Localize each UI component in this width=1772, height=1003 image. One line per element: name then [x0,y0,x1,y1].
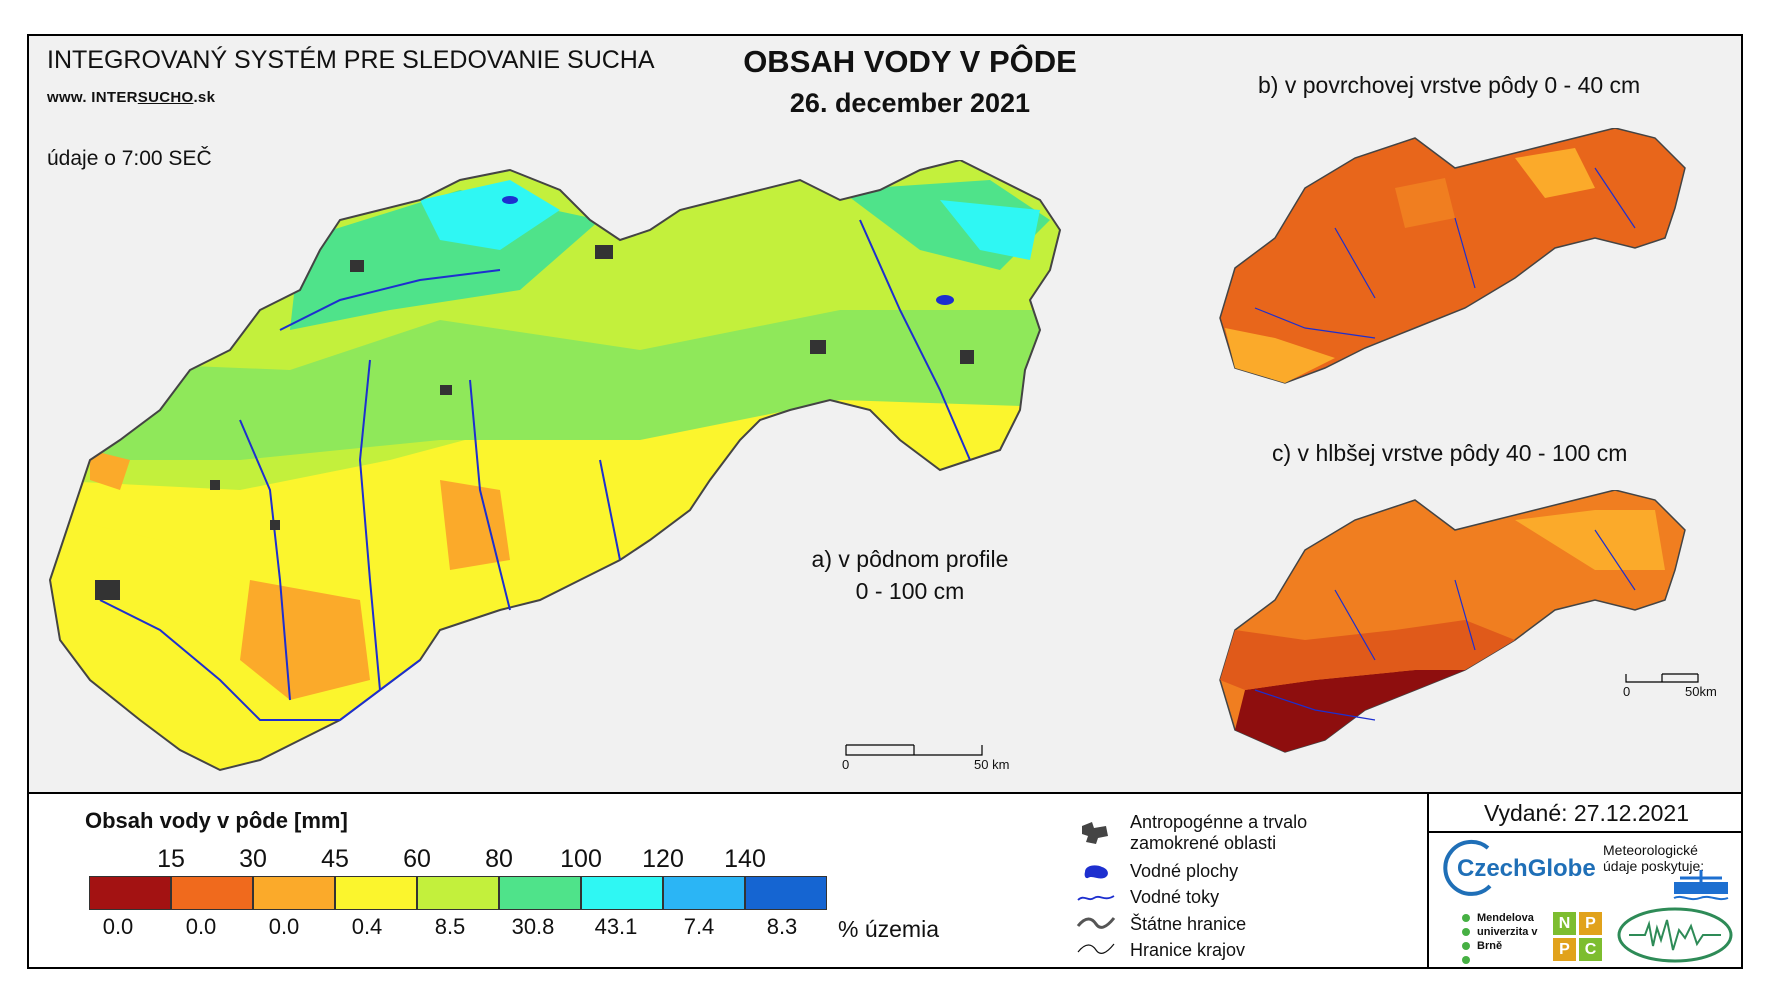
nppc-letter: P [1553,938,1576,961]
issued-date: Vydané: 27.12.2021 [1483,800,1690,826]
legend-swatch [581,876,663,910]
website-link[interactable]: www. INTERSUCHO.sk [47,89,215,106]
nppc-letter: N [1553,912,1576,935]
legend-break: 140 [724,845,766,873]
main-title: OBSAH VODY V PÔDE [743,44,1077,79]
map-b-label: b) v povrchovej vrstve pôdy 0 - 40 cm [1258,72,1641,98]
legend-break: 60 [403,845,431,873]
legend-percent: 0.0 [185,914,217,939]
system-title: INTEGROVANÝ SYSTÉM PRE SLEDOVANIE SUCHA [47,46,655,74]
legend-percent: 0.4 [351,914,383,939]
nppc-letter: P [1579,912,1602,935]
earth-science-institute-logo-icon [1617,907,1733,963]
legend-region-border: Hranice krajov [1130,940,1246,960]
main-date: 26. december 2021 [789,88,1031,118]
nppc-logo: N P P C [1553,912,1603,962]
legend-swatch [663,876,745,910]
inset-map-b [1219,128,1686,384]
legend-break: 45 [321,845,349,873]
website-suffix: .sk [193,89,216,106]
legend-swatch [89,876,171,910]
state-border-icon [1076,917,1116,929]
small-scale-bar [1625,673,1699,683]
mendel-dots-icon [1462,914,1470,964]
czechglobe-logo-icon [1443,839,1492,896]
shmu-logo-icon [1673,870,1729,901]
inset-map-c [1219,490,1686,753]
main-scale-bar [845,744,983,756]
small-scale-start: 0 [1623,684,1631,699]
website-prefix: www. INTER [47,89,138,106]
legend-title: Obsah vody v pôde [mm] [85,808,348,833]
legend-break: 120 [642,845,684,873]
legend-swatch [253,876,335,910]
legend-water-bodies: Vodné plochy [1130,861,1239,881]
website-highlight: SUCHO [137,89,194,106]
legend-anthropogenic-line2: zamokrené oblasti [1130,833,1277,853]
legend-percent: 0.0 [268,914,300,939]
mendel-university-text: Mendelova univerzita v Brně [1477,912,1538,952]
map-a-label-line1: a) v pôdnom profile [811,546,1009,572]
legend-percent: 7.4 [683,914,715,939]
data-time: údaje o 7:00 SEČ [47,147,212,170]
footer-divider-horizontal [1427,831,1743,833]
legend-swatch [335,876,417,910]
legend-percent: 8.3 [766,914,798,939]
main-scale-end: 50 km [974,757,1010,772]
water-body-icon [1084,865,1108,879]
legend-swatch [417,876,499,910]
legend-break: 30 [239,845,267,873]
nppc-letter: C [1579,938,1602,961]
map-c-label: c) v hlbšej vrstve pôdy 40 - 100 cm [1272,440,1628,466]
footer-divider-vertical [1427,794,1429,969]
anthropogenic-area-icon [1082,822,1108,844]
legend-percent-unit: % územia [838,916,939,942]
legend-percent: 8.5 [434,914,466,939]
legend-swatch [745,876,827,910]
legend-state-border: Štátne hranice [1130,914,1247,934]
meteo-provider-text: Meteorologické údaje poskytuje: [1603,842,1705,874]
small-scale-end: 50km [1685,684,1717,699]
legend-break: 80 [485,845,513,873]
legend-percent: 43.1 [594,914,638,939]
czechglobe-logo-text: CzechGlobe [1457,855,1596,882]
legend-water-streams: Vodné toky [1130,887,1220,907]
legend-break: 15 [157,845,185,873]
legend-anthropogenic-line1: Antropogénne a trvalo [1130,812,1308,832]
water-stream-icon [1077,895,1115,901]
main-map [48,160,1062,772]
legend-break: 100 [560,845,602,873]
region-border-icon [1077,943,1115,954]
legend-percent: 30.8 [511,914,555,939]
legend-swatch [171,876,253,910]
legend-swatch [499,876,581,910]
map-a-label-line2: 0 - 100 cm [855,578,965,604]
main-scale-start: 0 [842,757,850,772]
legend-percent: 0.0 [102,914,134,939]
